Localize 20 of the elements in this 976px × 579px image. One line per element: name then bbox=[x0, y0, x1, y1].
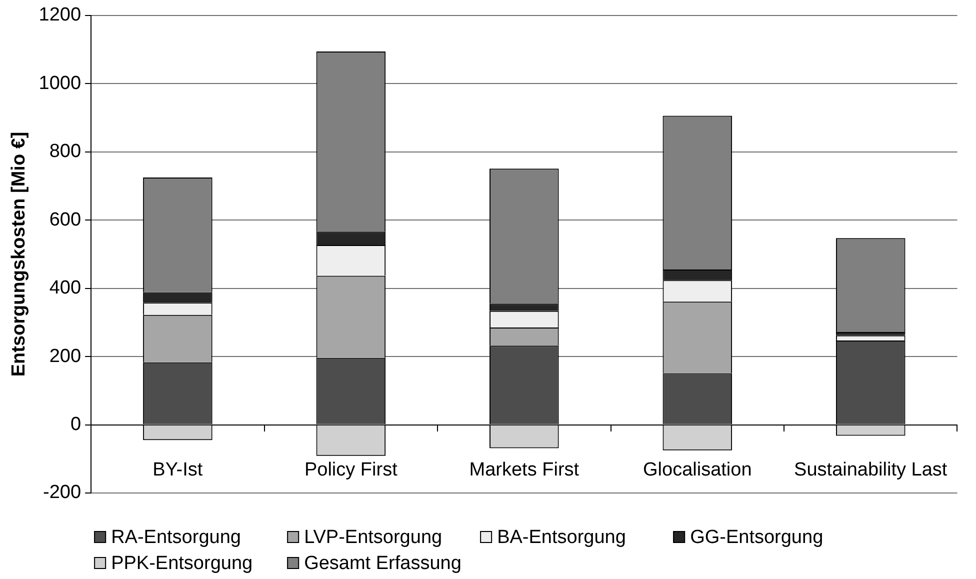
y-tick-label: -200 bbox=[43, 482, 82, 504]
x-tick-label: Sustainability Last bbox=[794, 459, 948, 480]
y-axis-title: Entsorgungskosten [Mio €] bbox=[8, 132, 30, 377]
y-tick-label: 0 bbox=[70, 414, 82, 436]
legend-label: RA-Entsorgung bbox=[111, 527, 241, 548]
legend-label: PPK-Entsorgung bbox=[111, 553, 253, 574]
legend-label: LVP-Entsorgung bbox=[304, 527, 442, 548]
y-tick-label: 600 bbox=[49, 209, 82, 230]
y-tick-label: 800 bbox=[49, 141, 82, 162]
legend-label: Gesamt Erfassung bbox=[304, 553, 462, 574]
x-tick-label: Glocalisation bbox=[643, 459, 752, 480]
x-tick-label: BY-Ist bbox=[152, 459, 204, 480]
legend-label: BA-Entsorgung bbox=[497, 527, 626, 548]
x-tick-label: Policy First bbox=[304, 459, 398, 480]
x-tick-label: Markets First bbox=[469, 459, 580, 480]
y-tick-label: 1200 bbox=[38, 4, 82, 26]
y-tick-label: 400 bbox=[49, 278, 82, 299]
y-tick-label: 200 bbox=[49, 346, 82, 367]
legend-label: GG-Entsorgung bbox=[690, 527, 824, 548]
y-tick-label: 1000 bbox=[38, 72, 82, 94]
